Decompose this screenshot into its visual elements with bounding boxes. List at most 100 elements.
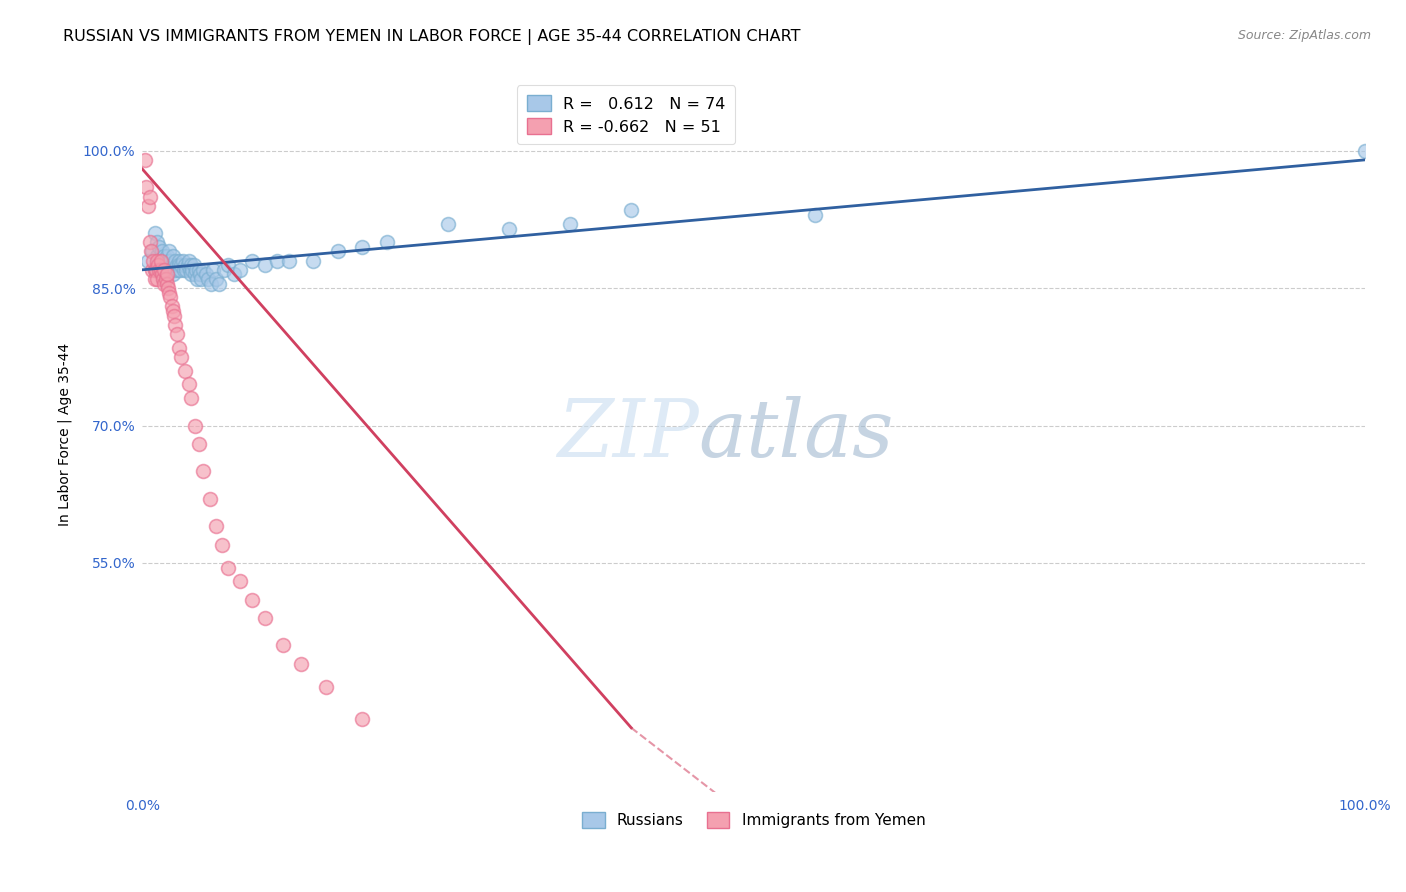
Point <box>184 418 207 433</box>
Point <box>145 262 167 277</box>
Point <box>240 592 263 607</box>
Point <box>229 262 252 277</box>
Point <box>143 262 166 277</box>
Point <box>253 611 276 625</box>
Point <box>157 262 180 277</box>
Point <box>188 268 211 282</box>
Text: Source: ZipAtlas.com: Source: ZipAtlas.com <box>1237 29 1371 43</box>
Point <box>146 253 169 268</box>
Point <box>204 272 226 286</box>
Point <box>315 680 337 694</box>
Point <box>352 240 374 254</box>
Text: RUSSIAN VS IMMIGRANTS FROM YEMEN IN LABOR FORCE | AGE 35-44 CORRELATION CHART: RUSSIAN VS IMMIGRANTS FROM YEMEN IN LABO… <box>63 29 801 45</box>
Point <box>153 249 176 263</box>
Point <box>187 437 209 451</box>
Point <box>167 253 190 268</box>
Point <box>200 277 222 291</box>
Point <box>167 258 190 272</box>
Point <box>290 657 312 671</box>
Point <box>159 253 181 268</box>
Point <box>166 326 188 341</box>
Point <box>184 268 207 282</box>
Point <box>143 262 166 277</box>
Point <box>326 244 349 259</box>
Point <box>190 272 212 286</box>
Point <box>160 300 183 314</box>
Point <box>148 262 170 277</box>
Point <box>278 253 301 268</box>
Point <box>134 153 156 167</box>
Point <box>167 341 190 355</box>
Point <box>222 268 245 282</box>
Point <box>197 272 219 286</box>
Point <box>156 249 179 263</box>
Point <box>162 249 184 263</box>
Point <box>271 639 294 653</box>
Point <box>229 574 252 589</box>
Point <box>156 277 179 291</box>
Point <box>173 262 195 277</box>
Point <box>177 253 200 268</box>
Point <box>153 277 176 291</box>
Point <box>166 258 188 272</box>
Point <box>375 235 398 250</box>
Point <box>138 253 160 268</box>
Point <box>204 519 226 533</box>
Point <box>152 272 174 286</box>
Point <box>141 244 163 259</box>
Point <box>352 712 374 726</box>
Point <box>620 203 643 218</box>
Point <box>302 253 325 268</box>
Point <box>186 262 208 277</box>
Point <box>163 309 186 323</box>
Point <box>139 244 162 259</box>
Point <box>148 258 170 272</box>
Point <box>211 538 233 552</box>
Point <box>208 277 231 291</box>
Point <box>174 363 197 377</box>
Point <box>179 262 201 277</box>
Point <box>170 350 193 364</box>
Point <box>217 560 239 574</box>
Point <box>193 262 215 277</box>
Point <box>187 262 209 277</box>
Point <box>149 253 172 268</box>
Point <box>157 281 180 295</box>
Point <box>143 226 166 240</box>
Point <box>150 244 173 259</box>
Point <box>159 290 181 304</box>
Point <box>150 268 173 282</box>
Point <box>165 253 187 268</box>
Point <box>138 189 160 203</box>
Y-axis label: In Labor Force | Age 35-44: In Labor Force | Age 35-44 <box>58 343 72 526</box>
Point <box>177 377 200 392</box>
Point <box>437 217 460 231</box>
Point <box>149 262 172 277</box>
Point <box>155 262 177 277</box>
Point <box>155 272 177 286</box>
Point <box>1354 144 1376 158</box>
Point <box>172 253 194 268</box>
Point <box>212 262 235 277</box>
Point <box>146 249 169 263</box>
Point <box>148 258 170 272</box>
Point <box>217 258 239 272</box>
Point <box>157 285 180 300</box>
Point <box>149 253 172 268</box>
Point <box>198 491 221 506</box>
Text: atlas: atlas <box>699 396 894 474</box>
Point <box>156 258 179 272</box>
Point <box>160 258 183 272</box>
Point <box>153 258 176 272</box>
Point <box>156 268 179 282</box>
Point <box>183 258 205 272</box>
Point <box>180 258 202 272</box>
Point <box>180 391 202 405</box>
Point <box>135 180 157 194</box>
Point <box>165 318 187 332</box>
Point <box>174 258 197 272</box>
Point <box>180 268 202 282</box>
Point <box>266 253 288 268</box>
Point <box>149 262 172 277</box>
Point <box>148 240 170 254</box>
